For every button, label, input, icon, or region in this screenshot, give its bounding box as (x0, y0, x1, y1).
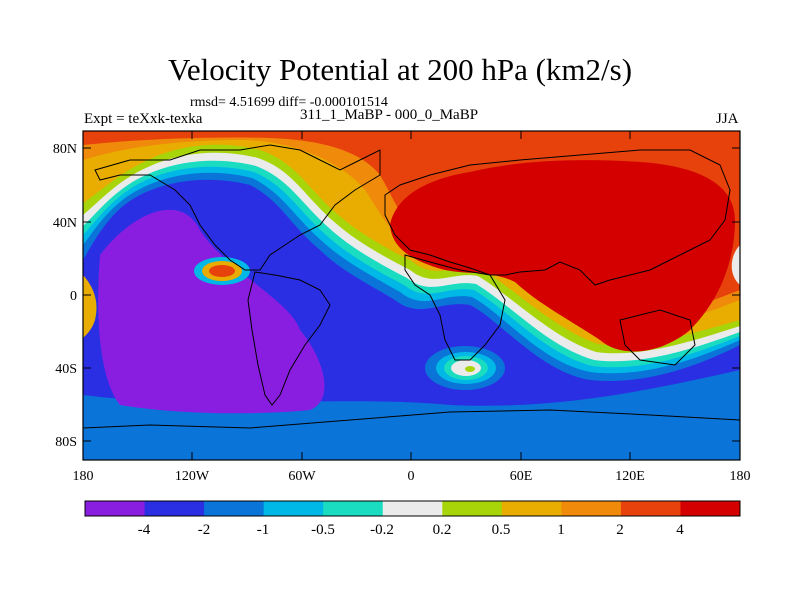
coastlines (83, 144, 740, 429)
x-tick-180w: 180 (73, 469, 94, 484)
colorbar-label-5: 0.2 (433, 522, 452, 538)
colorbar-swatch-2 (204, 501, 265, 516)
colorbar-swatch-4 (323, 501, 384, 516)
field-west-edge (83, 275, 97, 338)
y-tick-40n: 40N (53, 216, 77, 231)
map-title: Velocity Potential at 200 hPa (km2/s) (167, 52, 633, 87)
colorbar-label-6: 0.5 (492, 522, 511, 538)
colorbar-swatch-8 (561, 501, 622, 516)
colorbar-label-4: -0.2 (370, 522, 394, 538)
axis-ticks (82, 131, 741, 460)
colorbar-swatch-3 (263, 501, 324, 516)
experiment-label: Expt = teXxk-texka (84, 111, 203, 127)
season-label: JJA (716, 111, 739, 127)
x-tick-0: 0 (408, 469, 415, 484)
field-cell-pacific-c (209, 265, 235, 277)
colorbar-label-1: -2 (198, 522, 211, 538)
colorbar-swatch-6 (442, 501, 503, 516)
colorbar-label-9: 4 (676, 522, 684, 538)
colorbar-label-3: -0.5 (311, 522, 335, 538)
y-tick-0: 0 (70, 289, 77, 304)
x-tick-180e: 180 (730, 469, 751, 484)
colorbar-frame (84, 500, 741, 517)
colorbar-swatch-5 (382, 501, 443, 516)
x-tick-60e: 60E (510, 469, 533, 484)
x-tick-120e: 120E (615, 469, 645, 484)
y-tick-80s: 80S (55, 435, 77, 450)
field-max-asia (390, 160, 735, 352)
colorbar-swatch-0 (85, 501, 146, 516)
colorbar-label-2: -1 (257, 522, 270, 538)
colorbar-swatch-7 (501, 501, 562, 516)
field-east-edge (731, 245, 740, 285)
x-tick-60w: 60W (288, 469, 316, 484)
colorbar-swatch-1 (144, 501, 205, 516)
field-min-americas (98, 209, 325, 414)
colorbar-label-8: 2 (616, 522, 624, 538)
colorbar-label-7: 1 (557, 522, 565, 538)
y-tick-80n: 80N (53, 142, 77, 157)
colorbar-label-0: -4 (138, 522, 151, 538)
y-tick-40s: 40S (55, 362, 77, 377)
colorbar-swatch-10 (680, 501, 741, 516)
rmsd-diff-stats: rmsd= 4.51699 diff= -0.000101514 (190, 95, 388, 110)
colorbar (85, 501, 741, 516)
difference-label: 311_1_MaBP - 000_0_MaBP (300, 107, 479, 123)
x-tick-120w: 120W (175, 469, 210, 484)
field-cell-south-e (465, 366, 475, 372)
velocity-potential-field (83, 131, 740, 460)
colorbar-swatch-9 (620, 501, 681, 516)
